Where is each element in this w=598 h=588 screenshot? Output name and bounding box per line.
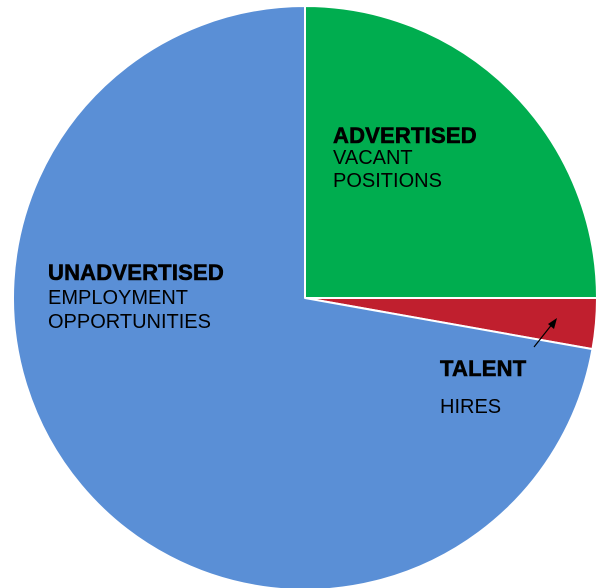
slice-label-talent: TALENT HIRES xyxy=(440,356,527,418)
slice-label-talent-line-1: HIRES xyxy=(440,396,501,418)
talent-pointer-arrow xyxy=(533,318,557,348)
slice-label-advertised: ADVERTISED VACANT POSITIONS xyxy=(333,123,477,192)
pie-slices xyxy=(12,5,598,588)
slice-unadvertised xyxy=(12,5,594,588)
slice-label-advertised-line-1: VACANT xyxy=(333,147,413,169)
slice-label-unadvertised-bold: UNADVERTISED xyxy=(48,260,224,285)
slice-label-unadvertised-line-1: EMPLOYMENT xyxy=(48,287,188,309)
slice-label-advertised-line-2: POSITIONS xyxy=(333,170,442,192)
slice-label-unadvertised: UNADVERTISED EMPLOYMENT OPPORTUNITIES xyxy=(48,260,224,333)
slice-label-advertised-bold: ADVERTISED xyxy=(333,123,477,148)
slice-advertised xyxy=(304,5,598,299)
slice-label-talent-bold: TALENT xyxy=(440,356,527,381)
slice-label-unadvertised-line-2: OPPORTUNITIES xyxy=(48,311,211,333)
